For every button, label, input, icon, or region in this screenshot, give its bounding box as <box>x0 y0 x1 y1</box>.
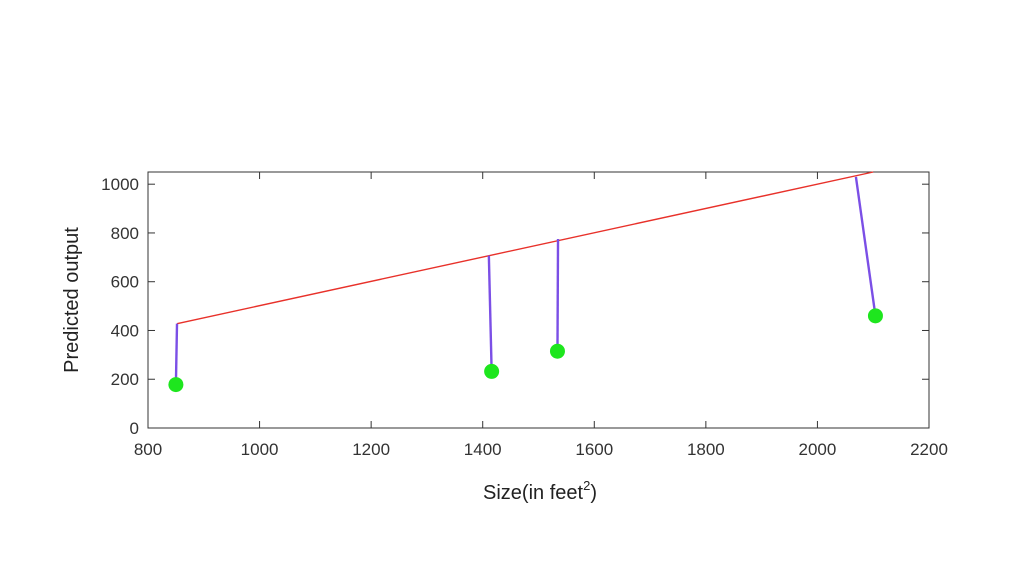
y-tick-label: 400 <box>111 321 139 340</box>
residual-line <box>854 176 877 317</box>
y-tick-label: 600 <box>111 273 139 292</box>
x-tick-label: 800 <box>134 440 162 459</box>
x-axis-label: Size(in feet2) <box>483 478 597 504</box>
x-tick-label: 1600 <box>575 440 613 459</box>
y-tick-label: 0 <box>130 419 139 438</box>
x-axis-label-suffix: ) <box>590 482 597 504</box>
data-point <box>549 343 565 359</box>
residual-line <box>487 255 493 372</box>
data-point <box>867 308 883 324</box>
x-tick-label: 2200 <box>910 440 948 459</box>
x-tick-label: 1200 <box>352 440 390 459</box>
residual-line <box>556 239 560 352</box>
x-tick-label: 1400 <box>464 440 502 459</box>
regression-line <box>176 171 874 325</box>
x-tick-label: 1000 <box>241 440 279 459</box>
data-point <box>484 363 500 379</box>
data-point <box>168 377 184 393</box>
residual-line <box>174 323 179 385</box>
y-tick-label: 1000 <box>101 175 139 194</box>
y-tick-label: 800 <box>111 224 139 243</box>
y-tick-label: 200 <box>111 370 139 389</box>
x-tick-label: 2000 <box>799 440 837 459</box>
x-tick-label: 1800 <box>687 440 725 459</box>
x-axis-label-superscript: 2 <box>583 478 590 493</box>
x-axis-label-main: Size(in feet <box>483 482 583 504</box>
plot-area: 800 1000 1200 1400 1600 1800 2000 2200 0 200 400 60… <box>101 171 948 459</box>
plot-frame <box>147 171 930 429</box>
y-axis-label: Predicted output <box>61 227 83 373</box>
